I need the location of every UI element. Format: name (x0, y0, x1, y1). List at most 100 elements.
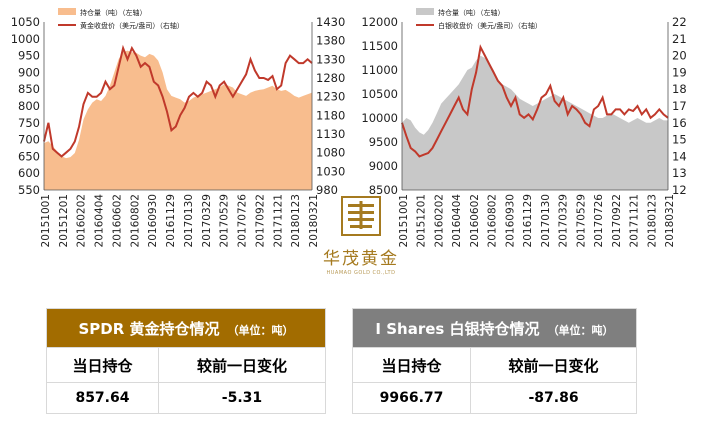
gold-x-tick: 20170726 (237, 194, 249, 248)
silver-table-unit: （单位：吨） (547, 323, 614, 337)
huamao-logo: 华茂黄金 HUAMAO GOLD CO.,LTD (318, 196, 404, 292)
silver-y-right-tick: 19 (672, 65, 687, 79)
gold-x-tick: 20151201 (58, 194, 70, 247)
silver-legend-area-label: 持仓量（吨）（左轴） (438, 8, 505, 17)
gold-y-right-tick: 1230 (316, 90, 345, 104)
gold-change-value: -5.31 (157, 382, 327, 414)
gold-y-left-tick: 1050 (11, 15, 40, 29)
gold-col-holding-header: 当日持仓 (46, 347, 159, 383)
gold-x-tick: 20151001 (40, 194, 52, 247)
silver-y-left-tick: 10500 (361, 87, 398, 101)
silver-col-change-header: 较前一日变化 (470, 347, 637, 383)
silver-y-right-tick: 15 (672, 133, 687, 147)
silver-y-right-tick: 18 (672, 82, 687, 96)
silver-y-right-tick: 20 (672, 49, 687, 63)
gold-y-left-tick: 950 (18, 49, 40, 63)
gold-y-right-tick: 1180 (316, 108, 345, 122)
silver-change-value: -87.86 (470, 382, 637, 414)
silver-y-left-tick: 12000 (361, 15, 398, 29)
silver-x-tick: 20170922 (611, 194, 623, 247)
gold-col-change-header: 较前一日变化 (157, 347, 327, 383)
gold-x-tick: 20170329 (201, 194, 213, 247)
gold-x-tick: 20170529 (219, 194, 231, 247)
silver-y-left-tick: 11500 (361, 39, 398, 53)
gold-table-header: SPDR 黄金持仓情况 （单位：吨） (46, 308, 326, 348)
silver-x-tick: 20151001 (398, 194, 410, 247)
silver-x-tick: 20160930 (504, 194, 516, 247)
gold-y-right-tick: 1280 (316, 71, 345, 85)
logo-mark-icon (341, 196, 381, 236)
gold-x-tick: 20160404 (94, 194, 106, 248)
gold-y-left-tick: 1000 (11, 32, 40, 46)
gold-y-right-tick: 1380 (316, 34, 345, 48)
silver-y-right-tick: 22 (672, 15, 687, 29)
gold-x-tick: 20160202 (76, 194, 88, 247)
silver-table-title: I Shares 白银持仓情况 (375, 319, 540, 338)
silver-y-left-tick: 9500 (369, 135, 398, 149)
silver-x-tick: 20180123 (646, 194, 658, 247)
gold-legend-line-label: 黄金收盘价（美元/盎司）（右轴） (80, 21, 184, 30)
silver-y-right-tick: 16 (672, 116, 687, 130)
gold-x-tick: 20160802 (129, 194, 141, 247)
gold-holding-value: 857.64 (46, 382, 159, 414)
gold-x-tick: 20171121 (272, 194, 284, 247)
gold-legend-area-swatch (58, 8, 76, 15)
silver-holdings-area (402, 55, 668, 190)
silver-y-left-tick: 8500 (369, 183, 398, 197)
gold-y-left-tick: 850 (18, 82, 40, 96)
silver-y-right-tick: 12 (672, 183, 687, 197)
gold-y-right-tick: 1030 (316, 164, 345, 178)
gold-y-left-tick: 700 (18, 133, 40, 147)
silver-y-left-tick: 10000 (361, 111, 398, 125)
gold-holdings-table: SPDR 黄金持仓情况 （单位：吨） 当日持仓 较前一日变化 857.64 -5.… (46, 308, 327, 414)
silver-svg: 8500 9000 9500 10000 10500 11000 11500 12000 12 1… (361, 8, 687, 248)
silver-x-tick: 20151201 (416, 194, 428, 247)
gold-y-left-tick: 550 (18, 183, 40, 197)
silver-y-right-tick: 14 (672, 149, 687, 163)
silver-y-right-tick: 21 (672, 32, 687, 46)
silver-x-tick: 20160602 (469, 194, 481, 247)
gold-y-left-tick: 750 (18, 116, 40, 130)
logo-name-en: HUAMAO GOLD CO.,LTD (326, 270, 396, 276)
silver-x-tick: 20160802 (487, 194, 499, 247)
gold-x-tick: 20160602 (111, 194, 123, 247)
silver-y-left-tick: 9000 (369, 159, 398, 173)
silver-x-tick: 20160404 (451, 194, 463, 248)
gold-table-title: SPDR 黄金持仓情况 (78, 319, 220, 338)
silver-holdings-chart: 8500 9000 9500 10000 10500 11000 11500 12000 12 1… (360, 0, 712, 260)
silver-y-left-tick: 11000 (361, 63, 398, 77)
gold-y-right-tick: 980 (316, 183, 338, 197)
gold-y-left-tick: 800 (18, 99, 40, 113)
gold-y-right-tick: 1080 (316, 146, 345, 160)
logo-name-cn: 华茂黄金 (323, 249, 399, 269)
silver-x-tick: 20160202 (433, 194, 445, 247)
silver-y-right-tick: 13 (672, 166, 687, 180)
silver-table-header: I Shares 白银持仓情况 （单位：吨） (352, 308, 637, 348)
silver-x-tick: 20171121 (629, 194, 641, 247)
gold-x-tick: 20170130 (183, 194, 195, 247)
gold-holdings-chart: 550 600 650 700 750 800 850 900 950 1000 1050 980 10… (0, 0, 352, 260)
silver-holdings-table: I Shares 白银持仓情况 （单位：吨） 当日持仓 较前一日变化 9966.7… (351, 308, 637, 414)
gold-x-tick: 20161129 (165, 194, 177, 247)
gold-y-right-tick: 1430 (316, 15, 345, 29)
silver-x-tick: 20170329 (558, 194, 570, 247)
silver-legend-line-label: 白银收盘价（美元/盎司）（右轴） (438, 21, 542, 30)
silver-legend-area-swatch (416, 8, 434, 15)
silver-x-tick: 20170130 (540, 194, 552, 247)
gold-x-tick: 20180321 (308, 194, 320, 247)
gold-y-left-tick: 600 (18, 166, 40, 180)
gold-table-unit: （单位：吨） (227, 323, 294, 337)
gold-svg: 550 600 650 700 750 800 850 900 950 1000 1050 980 10… (11, 8, 345, 248)
silver-holding-value: 9966.77 (351, 382, 472, 414)
silver-x-tick: 20180321 (664, 194, 676, 247)
gold-x-tick: 20180123 (290, 194, 302, 247)
silver-x-tick: 20161129 (522, 194, 534, 247)
gold-y-right-tick: 1330 (316, 52, 345, 66)
gold-legend-area-label: 持仓量（吨）（左轴） (80, 8, 147, 17)
gold-y-left-tick: 650 (18, 149, 40, 163)
silver-x-tick: 20170529 (575, 194, 587, 247)
gold-y-left-tick: 900 (18, 65, 40, 79)
silver-x-tick: 20170726 (593, 194, 605, 248)
silver-price-line (401, 44, 669, 158)
gold-x-tick: 20160930 (147, 194, 159, 247)
